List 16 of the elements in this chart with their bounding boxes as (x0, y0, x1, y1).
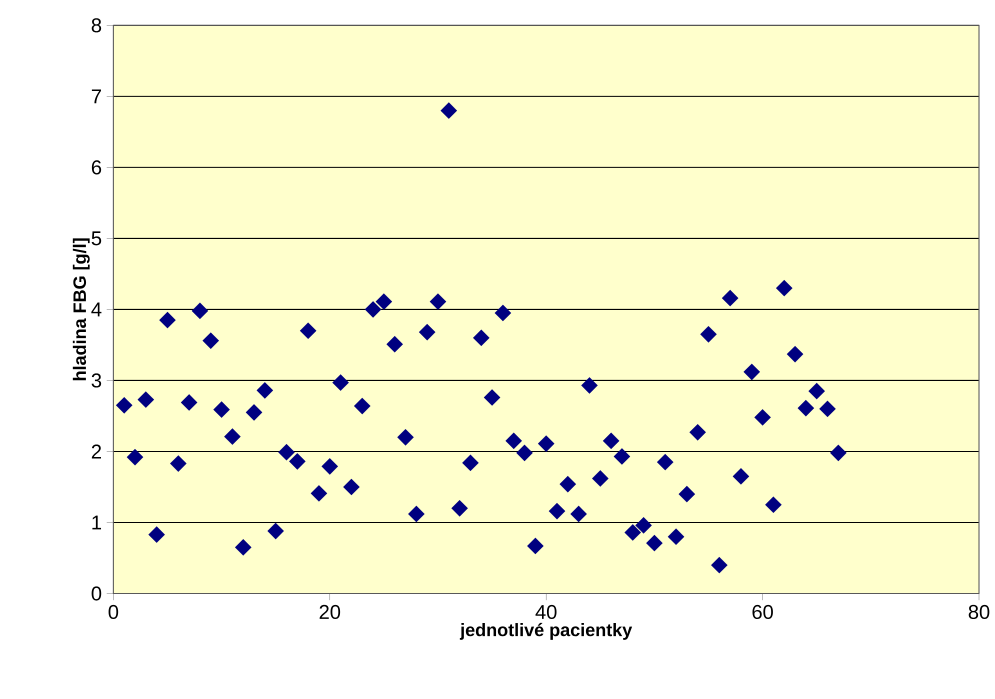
y-tick-label: 4 (91, 302, 102, 316)
y-tick-label: 5 (92, 231, 102, 246)
x-tick-label: 60 (752, 604, 773, 620)
y-tick-label: 3 (92, 373, 102, 388)
y-tick-label: 6 (92, 160, 102, 175)
y-tick-label: 8 (92, 18, 102, 32)
y-tick-label: 0 (92, 586, 102, 601)
y-axis-title: hladina FBG [g/l] (72, 238, 90, 380)
x-tick-label: 20 (320, 604, 340, 620)
x-tick-label: 40 (536, 604, 557, 620)
x-axis-title: jednotlivé pacientky (460, 622, 632, 640)
x-tick-label: 0 (108, 604, 118, 620)
y-tick-label: 1 (92, 516, 102, 530)
y-tick-label: 2 (92, 444, 101, 459)
x-tick-label: 80 (968, 604, 990, 620)
y-tick-label: 7 (92, 90, 101, 104)
